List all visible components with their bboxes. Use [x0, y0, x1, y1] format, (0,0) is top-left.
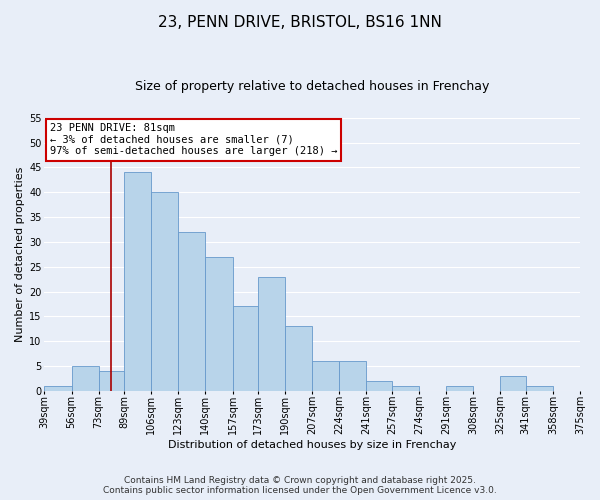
Bar	[285, 326, 312, 391]
Bar	[233, 306, 258, 391]
Bar	[124, 172, 151, 391]
Title: Size of property relative to detached houses in Frenchay: Size of property relative to detached ho…	[135, 80, 490, 93]
X-axis label: Distribution of detached houses by size in Frenchay: Distribution of detached houses by size …	[168, 440, 457, 450]
Text: Contains HM Land Registry data © Crown copyright and database right 2025.
Contai: Contains HM Land Registry data © Crown c…	[103, 476, 497, 495]
Bar	[71, 366, 98, 391]
Bar	[258, 276, 285, 391]
Bar	[205, 257, 233, 391]
Bar	[178, 232, 205, 391]
Text: 23, PENN DRIVE, BRISTOL, BS16 1NN: 23, PENN DRIVE, BRISTOL, BS16 1NN	[158, 15, 442, 30]
Bar	[446, 386, 473, 391]
Bar	[526, 386, 553, 391]
Bar	[98, 371, 124, 391]
Bar	[392, 386, 419, 391]
Bar	[340, 361, 367, 391]
Bar	[151, 192, 178, 391]
Bar	[44, 386, 71, 391]
Text: 23 PENN DRIVE: 81sqm
← 3% of detached houses are smaller (7)
97% of semi-detache: 23 PENN DRIVE: 81sqm ← 3% of detached ho…	[50, 123, 337, 156]
Bar	[367, 381, 392, 391]
Bar	[312, 361, 340, 391]
Bar	[500, 376, 526, 391]
Y-axis label: Number of detached properties: Number of detached properties	[15, 166, 25, 342]
